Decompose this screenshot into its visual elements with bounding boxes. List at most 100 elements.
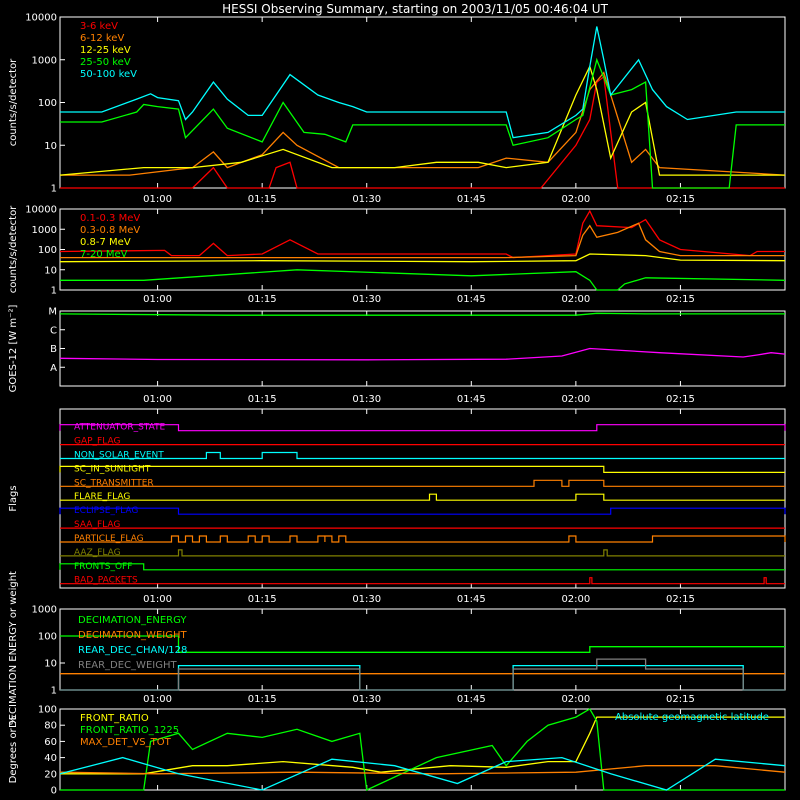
flag-label-sc-transmitter: SC_TRANSMITTER (74, 478, 154, 488)
decimation-series-decimation-energy (60, 635, 785, 653)
time-tick-label: 02:15 (666, 294, 695, 305)
time-tick-label: 01:15 (248, 294, 277, 305)
flag-label-aaz-flag: AAZ_FLAG (74, 548, 121, 558)
ratios-axes (59, 708, 786, 791)
flag-line-flare-flag (60, 493, 785, 501)
y-tick-label: 20 (44, 769, 57, 780)
legend-front-ratio: FRONT_RATIO (80, 713, 149, 724)
legend-0-1-0-3-mev: 0.1-0.3 MeV (80, 213, 140, 224)
y-tick-label: 1000 (32, 225, 57, 236)
time-tick-label: 01:45 (457, 194, 486, 205)
flags-axes (59, 408, 786, 589)
hxr-series-25-50-kev (60, 57, 785, 189)
flag-line-eclipse-flag (59, 507, 786, 515)
goes-axes (59, 310, 786, 387)
y-tick-label: 1 (51, 184, 57, 195)
gamma-ylabel: counts/s/detector (8, 205, 19, 293)
flag-line-aaz-flag (60, 549, 785, 557)
flag-label-attenuator-state: ATTENUATOR_STATE (74, 423, 166, 433)
y-tick-label: 100 (38, 98, 57, 109)
y-tick-label: 10 (44, 265, 57, 276)
flag-label-bad-packets: BAD_PACKETS (74, 576, 138, 586)
goes-ylabel: GOES-12 [W m⁻²] (8, 305, 19, 393)
flag-label-particle-flag: PARTICLE_FLAG (74, 534, 144, 544)
y-tick-label: 100 (38, 705, 57, 716)
legend-0-8-7-mev: 0.8-7 MeV (80, 237, 131, 248)
time-tick-label: 01:30 (352, 594, 381, 605)
hxr-series-50-100-kev (60, 26, 785, 139)
y-tick-label: 1000 (32, 55, 57, 66)
time-tick-label: 02:15 (666, 694, 695, 705)
gamma-series-0-8-7-mev (59, 253, 786, 263)
time-tick-label: 01:45 (457, 594, 486, 605)
decimation-series-rear-dec-weight (60, 658, 785, 691)
y-tick-label: 60 (44, 737, 57, 748)
y-tick-label: 1 (51, 286, 57, 297)
legend-decimation-energy: DECIMATION_ENERGY (78, 615, 187, 626)
y-tick-label: 0 (51, 786, 57, 797)
y-tick-label: 1000 (32, 605, 57, 616)
gamma-series-0-3-0-8-mev (60, 222, 785, 259)
legend-12-25-kev: 12-25 keV (80, 45, 131, 56)
ratios-series-front-ratio (60, 716, 785, 775)
time-tick-label: 02:00 (561, 294, 590, 305)
time-tick-label: 01:15 (248, 194, 277, 205)
y-tick-label: B (50, 344, 57, 355)
time-tick-label: 02:00 (561, 394, 590, 405)
time-tick-label: 01:15 (248, 594, 277, 605)
time-tick-label: 01:30 (352, 694, 381, 705)
legend-6-12-kev: 6-12 keV (80, 33, 124, 44)
y-tick-label: C (50, 325, 57, 336)
ratios-series-max-det-vs-tot (59, 765, 786, 775)
y-tick-label: 10000 (25, 205, 57, 216)
ratios-ylabel: Degrees or % (8, 716, 19, 784)
y-tick-label: 10 (44, 659, 57, 670)
time-tick-label: 01:30 (352, 394, 381, 405)
time-tick-label: 01:00 (143, 694, 172, 705)
flag-line-sc-transmitter (60, 479, 785, 487)
flag-line-particle-flag (60, 535, 786, 543)
flag-label-flare-flag: FLARE_FLAG (74, 492, 130, 502)
time-tick-label: 01:00 (143, 594, 172, 605)
ratios-series-front-ratio-1225 (60, 708, 785, 791)
legend-rear-dec-chan-128: REAR_DEC_CHAN/128 (78, 645, 187, 656)
legend-decimation-weight: DECIMATION_WEIGHT (78, 630, 187, 641)
time-tick-label: 01:45 (457, 294, 486, 305)
legend-7-20-mev: 7-20 MeV (80, 249, 128, 260)
ratios-panel: 0 20 40 60 80 100 Degrees or % FRONT_RATIOFRONT… (8, 705, 786, 797)
y-tick-label: 40 (44, 753, 57, 764)
ratios-series-absolute-geomagnetic-latitude (59, 756, 786, 791)
time-tick-label: 02:00 (561, 594, 590, 605)
time-tick-label: 01:30 (352, 294, 381, 305)
gamma-panel: 01:00 01:15 01:30 01:45 02:00 02:15 1 10 100 1000… (8, 205, 786, 305)
figure-title: HESSI Observing Summary, starting on 200… (222, 2, 608, 16)
flag-label-gap-flag: GAP_FLAG (74, 437, 120, 447)
time-tick-label: 01:45 (457, 394, 486, 405)
goes-series-curve-0 (59, 312, 785, 316)
time-tick-label: 02:00 (561, 194, 590, 205)
y-tick-label: 10000 (25, 13, 57, 24)
legend-max-det-vs-tot: MAX_DET_VS_TOT (80, 737, 172, 748)
goes-series-curve-1 (59, 347, 786, 361)
flag-line-sc-in-sunlight (59, 465, 785, 473)
time-tick-label: 01:00 (143, 194, 172, 205)
legend-25-50-kev: 25-50 keV (80, 57, 131, 68)
decimation-ylabel: DECIMATION ENERGY or weight (8, 571, 19, 728)
flag-line-non-solar-event (60, 451, 785, 460)
flag-line-fronts-off (59, 563, 785, 571)
time-tick-label: 01:15 (248, 694, 277, 705)
y-tick-label: 100 (38, 632, 57, 643)
time-tick-label: 01:00 (143, 394, 172, 405)
time-tick-label: 01:00 (143, 294, 172, 305)
hxr-ylabel: counts/s/detector (8, 58, 19, 146)
y-tick-label: 10 (44, 141, 57, 152)
hxr-axes (59, 16, 786, 189)
flag-line-attenuator-state (59, 424, 786, 432)
flags-ylabel: Flags (8, 485, 19, 511)
time-tick-label: 02:15 (666, 594, 695, 605)
time-tick-label: 01:15 (248, 394, 277, 405)
flag-label-non-solar-event: NON_SOLAR_EVENT (74, 450, 164, 460)
legend-front-ratio-1225: FRONT_RATIO_1225 (80, 725, 179, 736)
flag-line-bad-packets (60, 577, 785, 585)
